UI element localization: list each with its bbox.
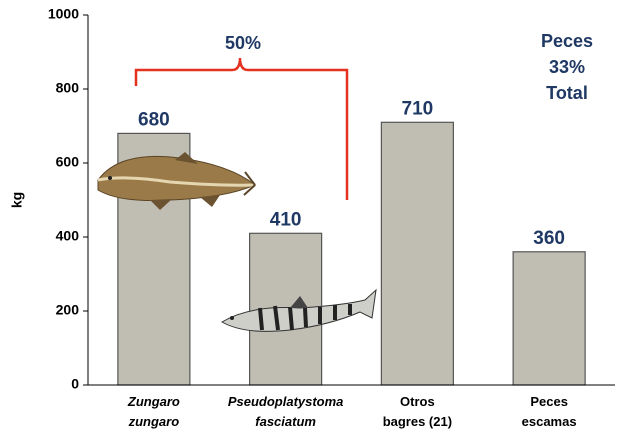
bar <box>513 252 585 385</box>
y-tick-label: 400 <box>56 228 80 244</box>
value-label: 410 <box>270 209 302 230</box>
y-axis-label: kg <box>9 192 25 208</box>
y-tick-label: 0 <box>71 376 79 392</box>
bar <box>381 122 453 385</box>
value-label: 360 <box>533 228 565 249</box>
chart: kg 50% Peces 33% Total 0 200 400 600 800 1000 68… <box>0 0 621 433</box>
y-tick-label: 1000 <box>48 6 79 22</box>
value-label: 680 <box>138 109 170 130</box>
y-tick-label: 600 <box>56 154 80 170</box>
y-tick-label: 800 <box>56 80 80 96</box>
annotation-line: 33% <box>549 57 585 77</box>
value-label: 710 <box>402 98 434 119</box>
y-tick-label: 200 <box>56 302 80 318</box>
annotation-line: Peces <box>541 31 593 51</box>
bracket-label: 50% <box>225 33 261 53</box>
annotation-line: Total <box>546 83 588 103</box>
